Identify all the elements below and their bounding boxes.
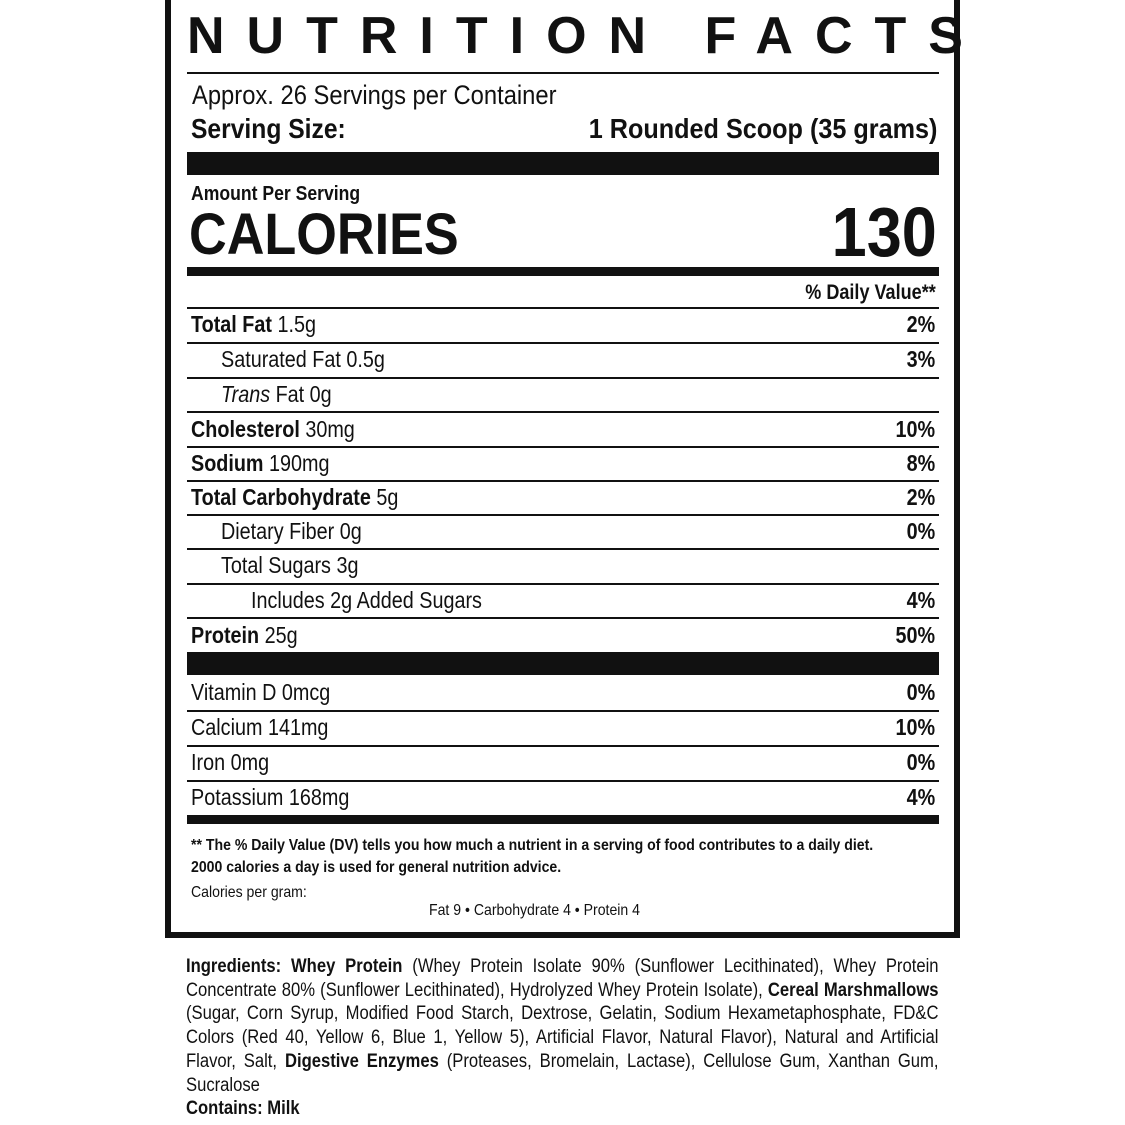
medium-divider [187,267,939,276]
allergen-statement: Contains: Milk [186,1098,300,1120]
vitamin-row-vitamin-d: Vitamin D 0mcg 0% [191,679,935,705]
vitamin-row-potassium: Potassium 168mg 4% [191,784,935,810]
nutrient-row-total-carbohydrate: Total Carbohydrate 5g 2% [191,484,935,510]
panel-title: NUTRITION FACTS [187,7,985,65]
servings-per-container: Approx. 26 Servings per Container [192,80,557,110]
nutrient-row-dietary-fiber: Dietary Fiber 0g 0% [221,518,935,544]
calories-per-gram: Fat 9 • Carbohydrate 4 • Protein 4 [429,902,641,919]
nutrient-row-trans-fat: Trans Fat 0g [221,381,332,407]
divider [187,72,939,74]
calories-value: 130 [831,193,937,271]
nutrient-row-total-fat: Total Fat 1.5g 2% [191,311,935,337]
serving-size-value: 1 Rounded Scoop (35 grams) [588,113,937,144]
calories-label: CALORIES [189,202,459,267]
nutrient-row-protein: Protein 25g 50% [191,622,935,648]
thick-divider [187,152,939,175]
calories-per-gram-label: Calories per gram: [191,884,307,901]
nutrient-row-cholesterol: Cholesterol 30mg 10% [191,416,935,442]
nutrient-row-total-sugars: Total Sugars 3g [221,552,359,578]
serving-size-label: Serving Size: [191,113,346,144]
nutrient-row-added-sugars: Includes 2g Added Sugars 4% [251,587,935,613]
thick-divider [187,652,939,675]
vitamin-row-calcium: Calcium 141mg 10% [191,714,935,740]
ingredients-list: Ingredients: Whey Protein (Whey Protein … [186,956,939,1120]
daily-value-header: % Daily Value** [805,281,936,304]
divider [187,307,939,309]
amount-per-serving: Amount Per Serving [191,183,361,205]
nutrient-row-saturated-fat: Saturated Fat 0.5g 3% [221,346,935,372]
ingredients-label: Ingredients: [186,956,282,977]
footnote-line-2: 2000 calories a day is used for general … [191,859,562,876]
medium-divider [187,815,939,824]
nutrient-row-sodium: Sodium 190mg 8% [191,450,935,476]
vitamin-row-iron: Iron 0mg 0% [191,749,935,775]
nutrition-facts-panel [165,0,960,938]
footnote-line-1: ** The % Daily Value (DV) tells you how … [191,837,874,854]
